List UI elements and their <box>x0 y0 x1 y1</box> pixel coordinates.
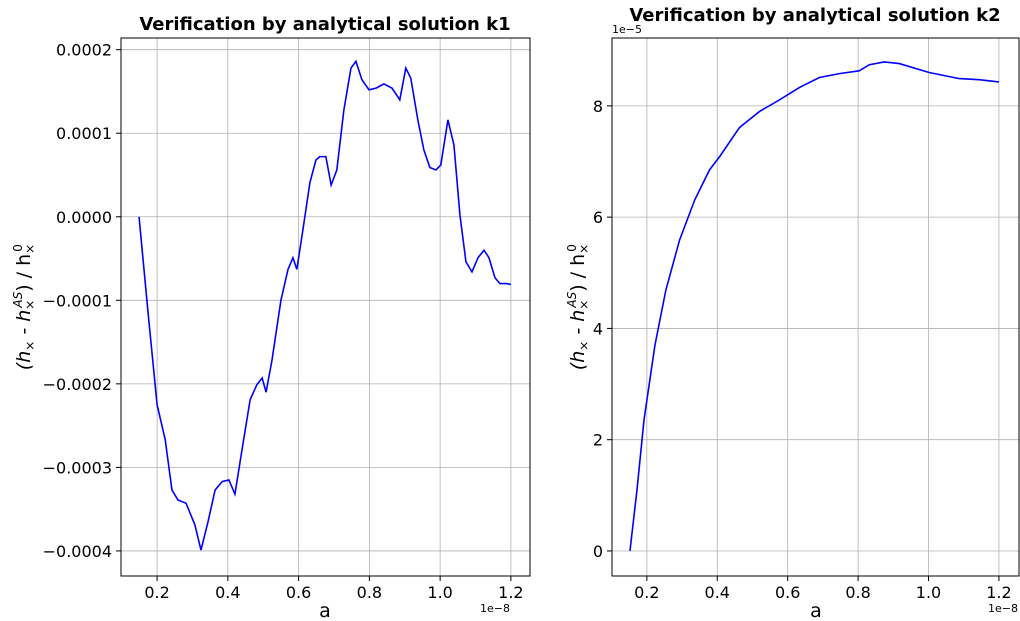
x-tick-label: 0.2 <box>634 583 659 602</box>
x-tick-label: 1.2 <box>986 583 1011 602</box>
x-tick-label: 0.4 <box>215 583 240 602</box>
x-tick-label: 0.4 <box>705 583 730 602</box>
y-label-part: × <box>23 341 37 351</box>
y-tick-label: 0 <box>593 542 603 561</box>
y-tick-label: 0.0002 <box>56 41 112 60</box>
x-tick-label: 1.2 <box>498 583 523 602</box>
plot-frame <box>611 37 1020 577</box>
y-tick-label: 2 <box>593 431 603 450</box>
x-axis-label: a <box>810 600 822 621</box>
y-label-part: × <box>577 244 591 254</box>
y-label-part: AS <box>565 291 579 308</box>
y-label-part: × <box>577 341 591 351</box>
x-tick-label: 1.0 <box>916 583 941 602</box>
y-label-part: ) / h <box>567 254 589 292</box>
x-tick-label: 0.8 <box>845 583 870 602</box>
y-tick-label: −0.0003 <box>43 458 112 477</box>
y-tick-label: 4 <box>593 319 603 338</box>
x-tick-label: 0.8 <box>357 583 382 602</box>
x-tick-label: 0.6 <box>286 583 311 602</box>
x-tick-label: 1.0 <box>427 583 452 602</box>
data-line <box>138 59 512 551</box>
chart-title: Verification by analytical solution k2 <box>629 5 1000 26</box>
y-axis-label: (h× - h×AS) / h×0 <box>11 244 37 370</box>
y-label-part: (h <box>567 351 589 370</box>
y-tick-label: 0.0001 <box>56 124 112 143</box>
y-tick-label: 6 <box>593 208 603 227</box>
x-offset-label: 1e−8 <box>988 602 1018 615</box>
y-label-part: × <box>23 244 37 254</box>
plot-frame <box>120 37 531 577</box>
y-label-part: - h <box>13 310 35 341</box>
y-tick-label: −0.0002 <box>43 375 112 394</box>
y-label-part: ) / h <box>13 254 35 292</box>
y-label-part: - h <box>567 310 589 341</box>
y-label-part: (h <box>13 351 35 370</box>
y-tick-label: 8 <box>593 97 603 116</box>
y-tick-label: −0.0001 <box>43 291 112 310</box>
y-label-part: × <box>577 300 591 310</box>
x-tick-label: 0.2 <box>144 583 169 602</box>
y-tick-label: 0.0000 <box>56 208 112 227</box>
y-label-part: 0 <box>565 244 579 252</box>
chart-title: Verification by analytical solution k1 <box>139 14 510 35</box>
x-tick-label: 0.6 <box>775 583 800 602</box>
y-label-part: AS <box>11 291 25 308</box>
y-offset-label: 1e−5 <box>612 23 642 36</box>
y-tick-label: −0.0004 <box>43 542 112 561</box>
y-axis-label: (h× - h×AS) / h×0 <box>565 244 591 370</box>
y-label-part: × <box>23 300 37 310</box>
x-axis-label: a <box>319 600 331 621</box>
y-label-part: 0 <box>11 244 25 252</box>
data-line <box>629 61 1000 552</box>
x-offset-label: 1e−8 <box>480 602 510 615</box>
